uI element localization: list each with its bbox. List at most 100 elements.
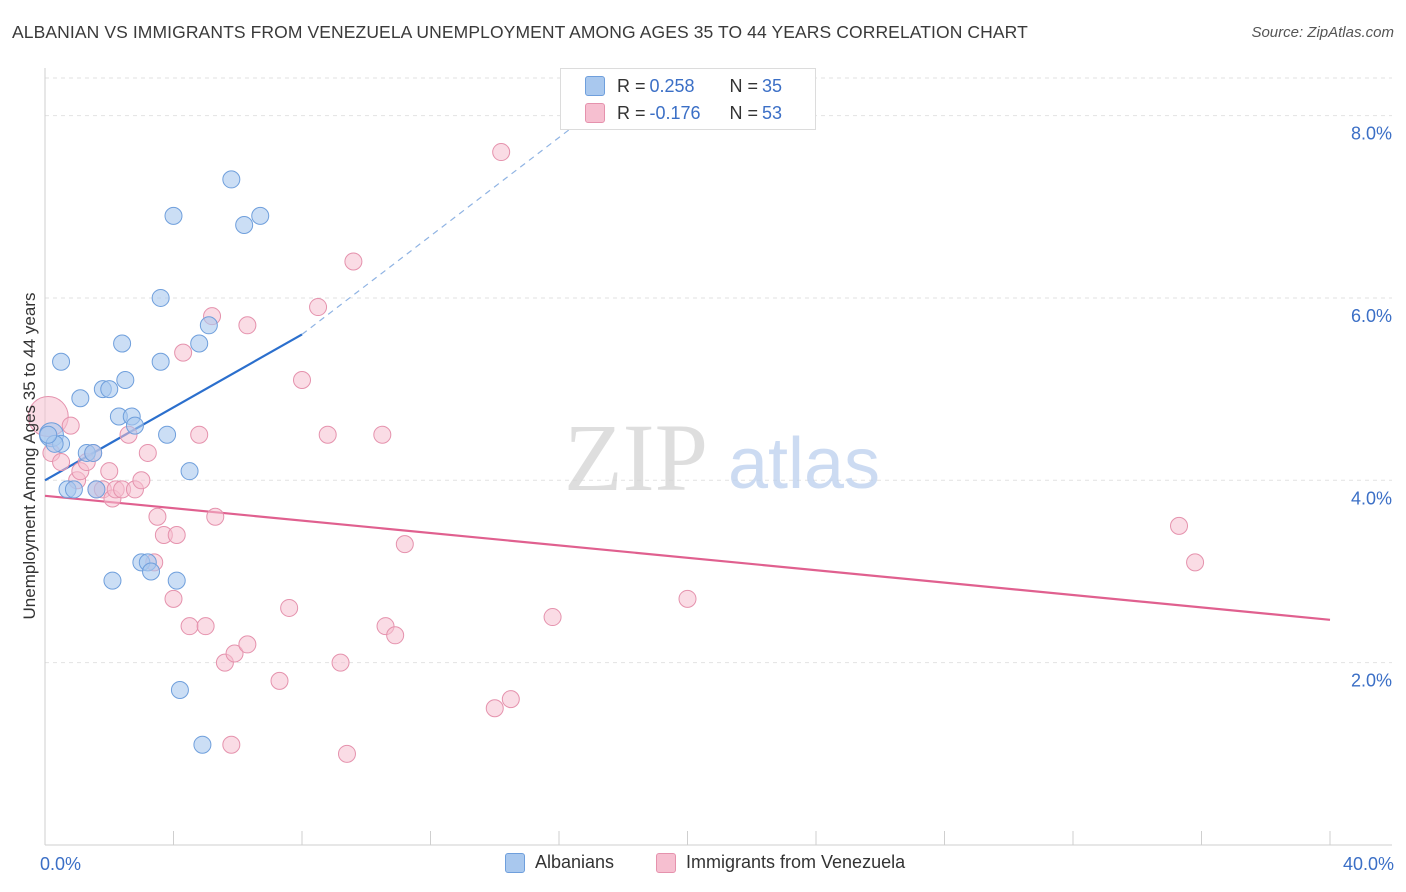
point-venezuela [543,608,562,627]
point-venezuela [331,653,350,672]
point-venezuela [138,443,157,462]
point-albanians [39,425,58,444]
stats-r-label: R = [617,102,646,123]
legend-swatch-pink [656,852,676,873]
point-albanians [71,389,90,408]
point-albanians [251,206,270,225]
point-albanians [84,443,103,462]
stats-swatch-blue [585,76,605,96]
trend-layer [44,87,1331,621]
point-venezuela [309,298,328,317]
legend-label-venezuela: Immigrants from Venezuela [686,852,906,872]
point-albanians [158,425,177,444]
axis-layer [44,68,1392,846]
watermark: ZIP atlas [564,404,880,511]
point-venezuela [337,744,356,763]
stats-n-value: 35 [762,75,783,96]
point-venezuela [148,507,167,526]
x-tick-label: 40.0% [1343,854,1394,874]
point-albanians [167,571,186,590]
legend-item-venezuela[interactable]: Immigrants from Venezuela [656,852,905,873]
y-tick-label: 4.0% [1351,488,1392,508]
point-venezuela [386,626,405,645]
stats-box: R = 0.258 N = 35 R = -0.176 N = 53 [560,68,816,130]
point-venezuela [61,416,80,435]
point-albanians [100,380,119,399]
point-venezuela [501,690,520,709]
point-albanians [103,571,122,590]
point-albanians [87,480,106,499]
point-albanians [164,206,183,225]
point-albanians [151,352,170,371]
watermark-atlas: atlas [728,424,880,504]
point-albanians [170,681,189,699]
point-venezuela [395,535,414,554]
point-venezuela [678,589,697,608]
point-venezuela [222,735,241,754]
legend-label-albanians: Albanians [535,852,615,872]
point-albanians [116,371,135,389]
x-tick-label: 0.0% [40,854,81,874]
point-albanians [235,216,254,234]
point-venezuela [174,343,193,362]
point-venezuela [190,425,209,444]
point-venezuela [167,526,186,544]
y-tick-label: 2.0% [1351,671,1392,691]
y-tick-label: 8.0% [1351,124,1392,144]
point-albanians [180,462,199,481]
stats-r-value: -0.176 [649,102,701,123]
point-albanians [64,480,83,499]
point-albanians [52,352,71,371]
point-venezuela [132,471,151,490]
points-layer [27,143,1205,763]
stats-r-label: R = [617,75,646,96]
stats-n-label: N = [729,75,759,96]
point-venezuela [196,617,215,636]
point-venezuela [373,425,392,444]
point-venezuela [52,453,71,472]
point-venezuela [180,617,199,636]
point-venezuela [225,644,244,663]
point-venezuela [206,507,225,526]
point-albanians [199,316,218,335]
legend-swatch-blue [505,852,525,873]
stats-n-label: N = [729,102,759,123]
watermark-zip: ZIP [564,404,708,511]
point-venezuela [318,425,337,444]
point-venezuela [238,316,257,335]
point-venezuela [238,635,257,654]
legend-item-albanians[interactable]: Albanians [505,852,614,873]
point-venezuela [280,598,299,617]
point-albanians [151,288,170,307]
stats-n-value: 53 [762,102,783,123]
legend: Albanians Immigrants from Venezuela [0,852,1406,878]
stats-r-value: 0.258 [649,75,695,96]
y-axis-label: Unemployment Among Ages 35 to 44 years [20,292,39,620]
point-venezuela [293,371,311,389]
point-albanians [193,735,212,754]
point-albanians [125,416,144,435]
point-albanians [222,170,241,189]
point-venezuela [485,699,504,718]
point-venezuela [270,671,289,690]
grid-layer [45,77,1392,664]
trend-line-albanians-extension [301,87,624,335]
point-venezuela [344,252,363,271]
stats-swatch-pink [585,103,605,123]
point-venezuela [164,589,183,608]
point-venezuela [1170,516,1189,535]
source-label: Source: ZipAtlas.com [1251,24,1394,41]
stats-row-venezuela: R = -0.176 N = 53 [585,101,782,125]
point-venezuela [100,462,119,481]
tick-label-layer: 2.0% 4.0% 6.0% 8.0% 0.0% 40.0% [40,124,1394,874]
point-albanians [142,562,161,581]
stats-row-albanians: R = 0.258 N = 35 [585,74,782,98]
point-venezuela [492,143,511,162]
point-albanians [113,334,132,353]
chart-title: ALBANIAN VS IMMIGRANTS FROM VENEZUELA UN… [12,22,1028,42]
point-albanians [190,334,209,353]
point-venezuela [1186,553,1205,572]
y-tick-label: 6.0% [1351,306,1392,326]
trend-line-venezuela [44,494,1331,621]
